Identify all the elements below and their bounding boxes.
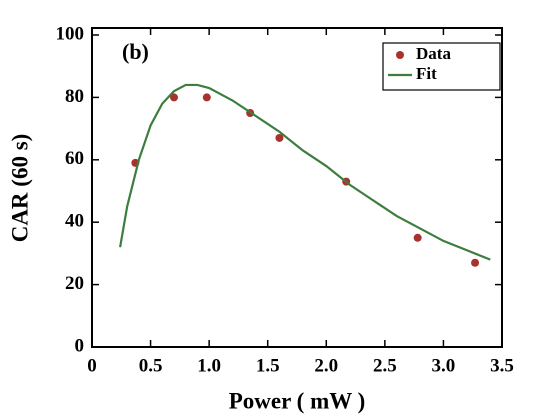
- data-point: [202, 93, 211, 102]
- fit-line: [119, 83, 491, 261]
- legend-box: [382, 42, 501, 91]
- data-point: [170, 93, 178, 102]
- y-tick-label: 0: [75, 335, 85, 356]
- legend-label: Data: [416, 44, 451, 63]
- x-tick-label: 3.0: [432, 355, 456, 376]
- x-tick-label: 0.5: [139, 355, 163, 376]
- plot-frame: [91, 27, 503, 348]
- data-point: [471, 258, 480, 267]
- x-tick-label: 3.5: [490, 355, 514, 376]
- x-tick-label: 1.0: [197, 355, 221, 376]
- legend-label: Fit: [416, 64, 437, 83]
- x-axis-label: Power ( mW ): [229, 388, 365, 413]
- x-tick-label: 2.0: [314, 355, 338, 376]
- data-point: [275, 133, 284, 142]
- data-point: [413, 233, 422, 242]
- y-tick-label: 80: [65, 86, 84, 107]
- y-tick-label: 40: [65, 211, 84, 232]
- x-tick-label: 2.5: [373, 355, 397, 376]
- y-tick-label: 60: [65, 148, 84, 169]
- x-tick-label: 0: [87, 355, 97, 376]
- y-tick-label: 100: [56, 23, 85, 44]
- annotation: (b): [122, 39, 149, 64]
- legend-swatch: [396, 51, 404, 59]
- y-tick-label: 20: [65, 273, 84, 294]
- x-tick-label: 1.5: [256, 355, 280, 376]
- y-axis-label: CAR (60 s): [7, 134, 32, 243]
